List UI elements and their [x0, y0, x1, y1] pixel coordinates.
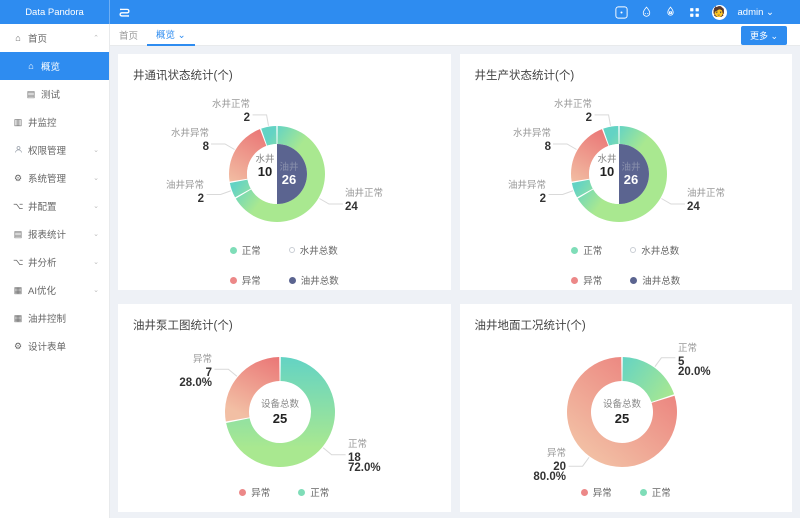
svg-text:24: 24: [687, 201, 700, 213]
svg-text:25: 25: [273, 411, 287, 426]
svg-text:25: 25: [614, 411, 628, 426]
svg-text:72.0%: 72.0%: [348, 462, 381, 474]
svg-text:水井异常: 水井异常: [171, 127, 209, 139]
svg-text:油井正常: 油井正常: [687, 187, 725, 199]
svg-text:8: 8: [203, 141, 210, 153]
svg-text:26: 26: [623, 172, 637, 187]
svg-text:2: 2: [198, 193, 204, 205]
svg-text:异常: 异常: [546, 447, 565, 459]
svg-text:油井异常: 油井异常: [166, 179, 204, 191]
svg-text:正常: 正常: [348, 438, 367, 450]
svg-text:油井异常: 油井异常: [507, 179, 545, 191]
svg-text:油井正常: 油井正常: [345, 187, 383, 199]
svg-text:水井异常: 水井异常: [512, 127, 550, 139]
svg-text:24: 24: [345, 201, 358, 213]
svg-text:10: 10: [599, 164, 613, 179]
svg-text:26: 26: [282, 172, 296, 187]
svg-text:2: 2: [585, 112, 591, 124]
svg-text:水井正常: 水井正常: [212, 98, 250, 110]
svg-text:2: 2: [539, 193, 545, 205]
svg-text:20.0%: 20.0%: [678, 366, 711, 378]
svg-text:8: 8: [544, 141, 551, 153]
svg-text:10: 10: [258, 164, 272, 179]
svg-text:28.0%: 28.0%: [179, 377, 212, 389]
svg-text:2: 2: [244, 112, 250, 124]
svg-text:设备总数: 设备总数: [261, 398, 300, 410]
svg-text:水井正常: 水井正常: [553, 98, 591, 110]
svg-text:正常: 正常: [678, 342, 697, 354]
svg-text:80.0%: 80.0%: [533, 471, 566, 483]
svg-text:设备总数: 设备总数: [602, 398, 641, 410]
svg-text:异常: 异常: [193, 353, 212, 365]
